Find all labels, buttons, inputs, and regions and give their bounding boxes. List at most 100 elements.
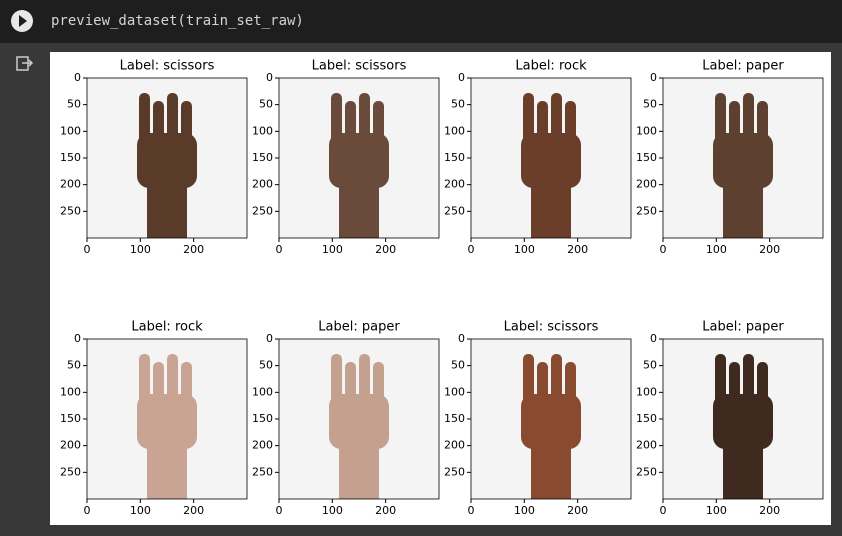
- y-tick-label: 200: [60, 439, 81, 452]
- y-tick-label: 50: [67, 98, 81, 111]
- y-tick-label: 0: [458, 332, 465, 345]
- x-tick-label: 100: [130, 504, 151, 517]
- y-tick-label: 50: [643, 359, 657, 372]
- x-tick-label: 0: [660, 504, 667, 517]
- y-tick-label: 200: [252, 439, 273, 452]
- y-tick-label: 100: [444, 385, 465, 398]
- subplot: Label: scissors 0 100 200 0 50 100 150 200 250: [60, 59, 248, 256]
- hand-finger: [729, 362, 740, 412]
- x-tick-label: 200: [567, 504, 588, 517]
- subplot: Label: rock 0 100 200 0 50 100 150 200 250: [444, 59, 632, 256]
- y-tick-label: 200: [252, 178, 273, 191]
- hand-finger: [729, 101, 740, 151]
- subplot-title: Label: scissors: [504, 320, 599, 335]
- plot-grid: Label: scissors 0 100 200 0 50 100 150 200 250 Lab…: [60, 59, 824, 517]
- y-tick-label: 250: [444, 204, 465, 217]
- hand-finger: [537, 101, 548, 151]
- x-tick-label: 200: [375, 243, 396, 256]
- subplot: Label: scissors 0 100 200 0 50 100 150 200 250: [444, 320, 632, 517]
- hand-finger: [139, 354, 150, 404]
- y-tick-label: 250: [60, 465, 81, 478]
- y-tick-label: 150: [444, 151, 465, 164]
- x-tick-label: 0: [660, 243, 667, 256]
- subplot-title: Label: rock: [515, 59, 587, 74]
- y-tick-label: 100: [444, 124, 465, 137]
- x-tick-label: 0: [468, 504, 475, 517]
- y-tick-label: 150: [444, 412, 465, 425]
- x-tick-label: 200: [567, 243, 588, 256]
- y-tick-label: 250: [444, 465, 465, 478]
- hand-finger: [715, 354, 726, 404]
- code-text: preview_dataset(train_set_raw): [51, 13, 304, 29]
- subplot-title: Label: scissors: [120, 59, 215, 74]
- hand-finger: [715, 93, 726, 143]
- subplot: Label: paper 0 100 200 0 50 100 150 200 250: [636, 320, 824, 517]
- hand-finger: [565, 101, 576, 151]
- y-tick-label: 100: [60, 385, 81, 398]
- y-tick-label: 0: [458, 71, 465, 84]
- y-tick-label: 50: [259, 98, 273, 111]
- hand-finger: [153, 101, 164, 151]
- hand-finger: [331, 93, 342, 143]
- x-tick-label: 200: [375, 504, 396, 517]
- x-tick-label: 0: [84, 243, 91, 256]
- y-tick-label: 250: [636, 204, 657, 217]
- hand-finger: [345, 101, 356, 151]
- subplot: Label: scissors 0 100 200 0 50 100 150 200 250: [252, 59, 440, 256]
- y-tick-label: 250: [636, 465, 657, 478]
- hand-finger: [757, 101, 768, 151]
- y-tick-label: 150: [60, 412, 81, 425]
- y-tick-label: 200: [636, 178, 657, 191]
- x-tick-label: 100: [706, 243, 727, 256]
- y-tick-label: 150: [252, 412, 273, 425]
- run-button[interactable]: [11, 10, 33, 32]
- subplot: Label: rock 0 100 200 0 50 100 150 200 250: [60, 320, 248, 517]
- output-icon[interactable]: [16, 56, 34, 71]
- x-tick-label: 200: [183, 243, 204, 256]
- y-tick-label: 0: [650, 71, 657, 84]
- y-tick-label: 250: [252, 465, 273, 478]
- y-tick-label: 100: [252, 124, 273, 137]
- hand-finger: [345, 362, 356, 412]
- y-tick-label: 50: [451, 359, 465, 372]
- x-tick-label: 0: [84, 504, 91, 517]
- y-tick-label: 200: [636, 439, 657, 452]
- x-tick-label: 0: [276, 504, 283, 517]
- y-tick-label: 50: [451, 98, 465, 111]
- y-tick-label: 150: [636, 151, 657, 164]
- hand-finger: [757, 362, 768, 412]
- y-tick-label: 200: [444, 439, 465, 452]
- hand-finger: [181, 101, 192, 151]
- x-tick-label: 100: [322, 504, 343, 517]
- hand-finger: [743, 354, 754, 404]
- subplot: Label: paper 0 100 200 0 50 100 150 200 250: [636, 59, 824, 256]
- y-tick-label: 200: [60, 178, 81, 191]
- hand-finger: [373, 101, 384, 151]
- y-tick-label: 50: [67, 359, 81, 372]
- y-tick-label: 200: [444, 178, 465, 191]
- y-tick-label: 0: [266, 332, 273, 345]
- y-tick-label: 250: [60, 204, 81, 217]
- hand-finger: [167, 354, 178, 404]
- y-tick-label: 100: [252, 385, 273, 398]
- hand-finger: [743, 93, 754, 143]
- y-tick-label: 100: [636, 385, 657, 398]
- run-icon[interactable]: [19, 15, 27, 27]
- x-tick-label: 200: [183, 504, 204, 517]
- output-icon-arrow[interactable]: [22, 59, 34, 67]
- y-tick-label: 0: [650, 332, 657, 345]
- y-tick-label: 250: [252, 204, 273, 217]
- subplot-title: Label: paper: [702, 59, 784, 74]
- x-tick-label: 200: [759, 504, 780, 517]
- subplot-title: Label: scissors: [312, 59, 407, 74]
- hand-finger: [551, 354, 562, 404]
- hand-finger: [139, 93, 150, 143]
- x-tick-label: 200: [759, 243, 780, 256]
- hand-finger: [153, 362, 164, 412]
- subplot-title: Label: paper: [318, 320, 400, 335]
- hand-finger: [373, 362, 384, 412]
- hand-finger: [565, 362, 576, 412]
- hand-finger: [523, 354, 534, 404]
- y-tick-label: 50: [643, 98, 657, 111]
